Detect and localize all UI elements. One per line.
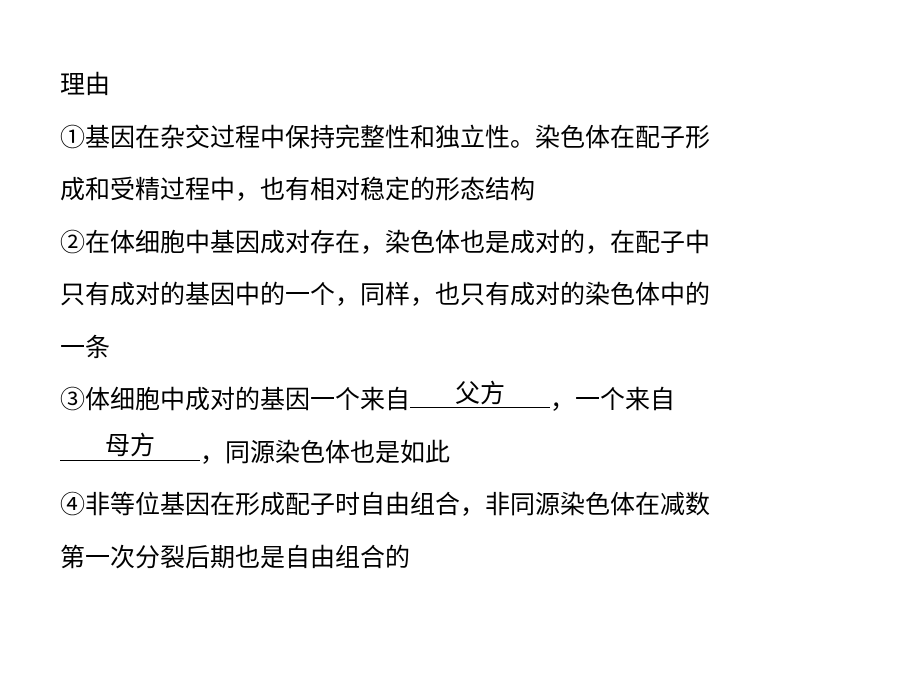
item-3-line-2: 母方，同源染色体也是如此 bbox=[60, 428, 860, 481]
blank-1-fill: 父方 bbox=[410, 369, 550, 422]
item-3-pre: ③体细胞中成对的基因一个来自 bbox=[60, 387, 410, 414]
item-2-line-3: 一条 bbox=[60, 323, 860, 376]
item-2-line-1: ②在体细胞中基因成对存在，染色体也是成对的，在配子中 bbox=[60, 218, 860, 271]
item-3-mid1: ，一个来自 bbox=[550, 387, 675, 414]
blank-1: 父方 bbox=[410, 375, 550, 428]
item-4-line-2: 第一次分裂后期也是自由组合的 bbox=[60, 533, 860, 586]
item-3-line-1: ③体细胞中成对的基因一个来自父方，一个来自 bbox=[60, 375, 860, 428]
document-page: 理由 ①基因在杂交过程中保持完整性和独立性。染色体在配子形 成和受精过程中，也有… bbox=[0, 0, 920, 690]
item-2-line-2: 只有成对的基因中的一个，同样，也只有成对的染色体中的 bbox=[60, 270, 860, 323]
blank-2: 母方 bbox=[60, 428, 200, 481]
item-4-line-1: ④非等位基因在形成配子时自由组合，非同源染色体在减数 bbox=[60, 480, 860, 533]
blank-2-fill: 母方 bbox=[60, 421, 200, 474]
item-1-line-1: ①基因在杂交过程中保持完整性和独立性。染色体在配子形 bbox=[60, 113, 860, 166]
heading: 理由 bbox=[60, 60, 860, 113]
item-3-mid2: ，同源染色体也是如此 bbox=[200, 440, 450, 467]
item-1-line-2: 成和受精过程中，也有相对稳定的形态结构 bbox=[60, 165, 860, 218]
